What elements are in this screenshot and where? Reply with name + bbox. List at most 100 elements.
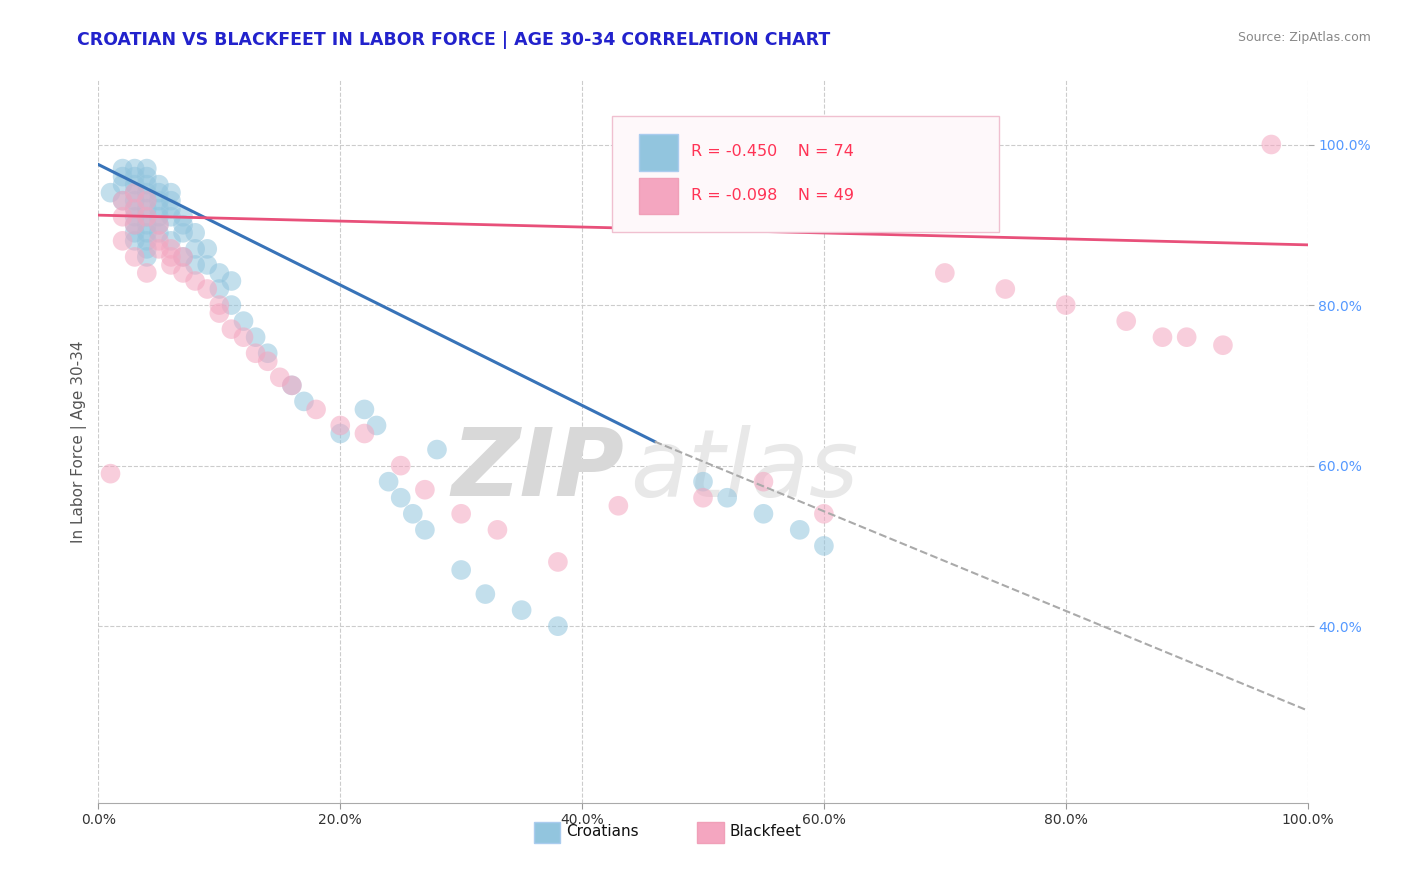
Point	[692, 491, 714, 505]
Text: ZIP: ZIP	[451, 425, 624, 516]
Point	[148, 186, 170, 200]
Point	[148, 202, 170, 216]
Point	[135, 242, 157, 256]
Point	[1212, 338, 1234, 352]
Text: R = -0.098    N = 49: R = -0.098 N = 49	[690, 187, 853, 202]
Point	[184, 242, 207, 256]
Point	[256, 346, 278, 360]
Point	[402, 507, 425, 521]
Point	[135, 210, 157, 224]
Point	[135, 202, 157, 216]
Point	[160, 258, 183, 272]
Point	[813, 507, 835, 521]
Point	[607, 499, 630, 513]
Point	[1175, 330, 1198, 344]
Point	[486, 523, 509, 537]
Text: Croatians: Croatians	[567, 824, 638, 839]
Point	[1152, 330, 1174, 344]
Point	[160, 194, 183, 208]
Text: Blackfeet: Blackfeet	[730, 824, 801, 839]
Point	[135, 194, 157, 208]
Point	[124, 186, 146, 200]
Point	[172, 250, 194, 264]
Point	[208, 306, 231, 320]
Point	[135, 250, 157, 264]
Point	[752, 507, 775, 521]
Point	[135, 234, 157, 248]
Point	[124, 169, 146, 184]
Point	[148, 226, 170, 240]
Point	[111, 161, 134, 176]
Point	[510, 603, 533, 617]
Point	[160, 202, 183, 216]
Point	[292, 394, 315, 409]
Point	[245, 330, 267, 344]
Point	[124, 202, 146, 216]
Point	[111, 194, 134, 208]
Point	[474, 587, 496, 601]
Point	[124, 210, 146, 224]
Point	[111, 210, 134, 224]
Point	[389, 491, 412, 505]
FancyBboxPatch shape	[613, 116, 1000, 232]
Point	[148, 218, 170, 232]
Text: CROATIAN VS BLACKFEET IN LABOR FORCE | AGE 30-34 CORRELATION CHART: CROATIAN VS BLACKFEET IN LABOR FORCE | A…	[77, 31, 831, 49]
Bar	[638, 135, 678, 170]
Point	[195, 242, 218, 256]
Point	[111, 169, 134, 184]
Point	[135, 226, 157, 240]
Point	[329, 418, 352, 433]
Point	[111, 234, 134, 248]
Point	[413, 483, 436, 497]
Point	[160, 250, 183, 264]
Point	[135, 266, 157, 280]
Point	[789, 523, 811, 537]
Point	[135, 161, 157, 176]
Point	[135, 194, 157, 208]
Point	[281, 378, 304, 392]
Bar	[534, 822, 561, 843]
Point	[172, 266, 194, 280]
Point	[148, 234, 170, 248]
Point	[994, 282, 1017, 296]
Point	[124, 250, 146, 264]
Point	[389, 458, 412, 473]
Point	[813, 539, 835, 553]
Point	[160, 186, 183, 200]
Point	[124, 194, 146, 208]
Point	[547, 555, 569, 569]
Point	[184, 274, 207, 288]
Point	[160, 234, 183, 248]
Point	[366, 418, 388, 433]
Point	[148, 242, 170, 256]
Point	[934, 266, 956, 280]
Point	[111, 178, 134, 192]
Point	[160, 242, 183, 256]
Point	[172, 250, 194, 264]
Point	[148, 218, 170, 232]
Point	[172, 218, 194, 232]
Point	[148, 210, 170, 224]
Point	[124, 202, 146, 216]
Point	[450, 563, 472, 577]
Point	[208, 266, 231, 280]
Point	[195, 282, 218, 296]
Point	[329, 426, 352, 441]
Point	[195, 258, 218, 272]
Point	[111, 194, 134, 208]
Text: Source: ZipAtlas.com: Source: ZipAtlas.com	[1237, 31, 1371, 45]
Point	[305, 402, 328, 417]
Bar	[638, 178, 678, 214]
Point	[221, 322, 243, 336]
Point	[208, 298, 231, 312]
Point	[692, 475, 714, 489]
Point	[426, 442, 449, 457]
Point	[135, 218, 157, 232]
Point	[221, 274, 243, 288]
Point	[172, 226, 194, 240]
Point	[269, 370, 291, 384]
Point	[256, 354, 278, 368]
Point	[100, 467, 122, 481]
Point	[124, 218, 146, 232]
Point	[281, 378, 304, 392]
